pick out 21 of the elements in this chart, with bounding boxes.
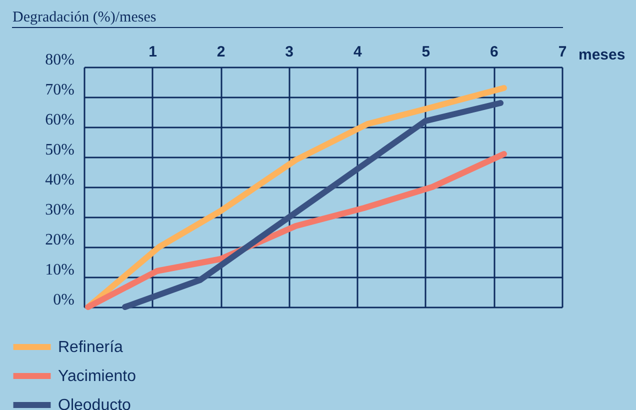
- x-axis-title: meses: [578, 46, 626, 64]
- y-tick-label: 20%: [45, 232, 74, 248]
- x-tick-label: 4: [353, 44, 362, 60]
- x-tick-label: 1: [148, 44, 157, 60]
- x-tick-label: 7: [558, 44, 567, 60]
- y-tick-label: 0%: [53, 292, 74, 308]
- legend-label: Refinería: [58, 339, 124, 356]
- y-tick-label: 50%: [45, 142, 74, 158]
- y-tick-label: 10%: [45, 262, 74, 278]
- y-tick-label: 60%: [45, 112, 74, 128]
- y-tick-label: 30%: [45, 202, 74, 218]
- y-tick-label: 80%: [45, 52, 74, 68]
- x-tick-label: 2: [216, 44, 226, 60]
- y-tick-label: 70%: [45, 82, 74, 98]
- legend-label: Yacimiento: [58, 368, 136, 385]
- y-tick-label: 40%: [45, 172, 74, 188]
- x-tick-label: 6: [490, 44, 498, 60]
- x-tick-label: 3: [285, 44, 294, 60]
- x-tick-label: 5: [422, 44, 430, 60]
- legend-label: Oleoducto: [58, 397, 132, 410]
- y-axis-title: Degradación (%)/meses: [12, 10, 156, 26]
